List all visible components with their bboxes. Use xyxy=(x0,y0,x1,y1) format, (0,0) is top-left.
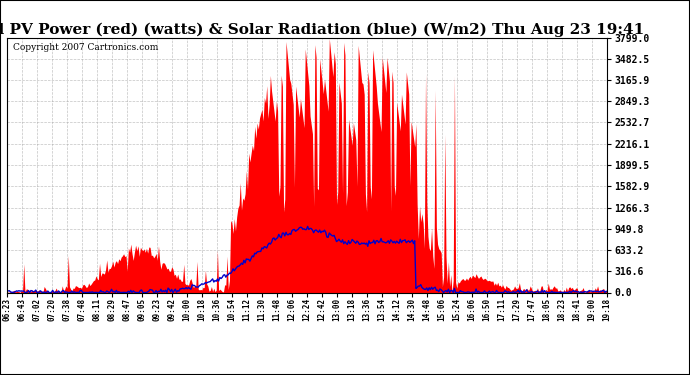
Text: Copyright 2007 Cartronics.com: Copyright 2007 Cartronics.com xyxy=(13,43,158,52)
Text: Total PV Power (red) (watts) & Solar Radiation (blue) (W/m2) Thu Aug 23 19:41: Total PV Power (red) (watts) & Solar Rad… xyxy=(0,22,644,37)
